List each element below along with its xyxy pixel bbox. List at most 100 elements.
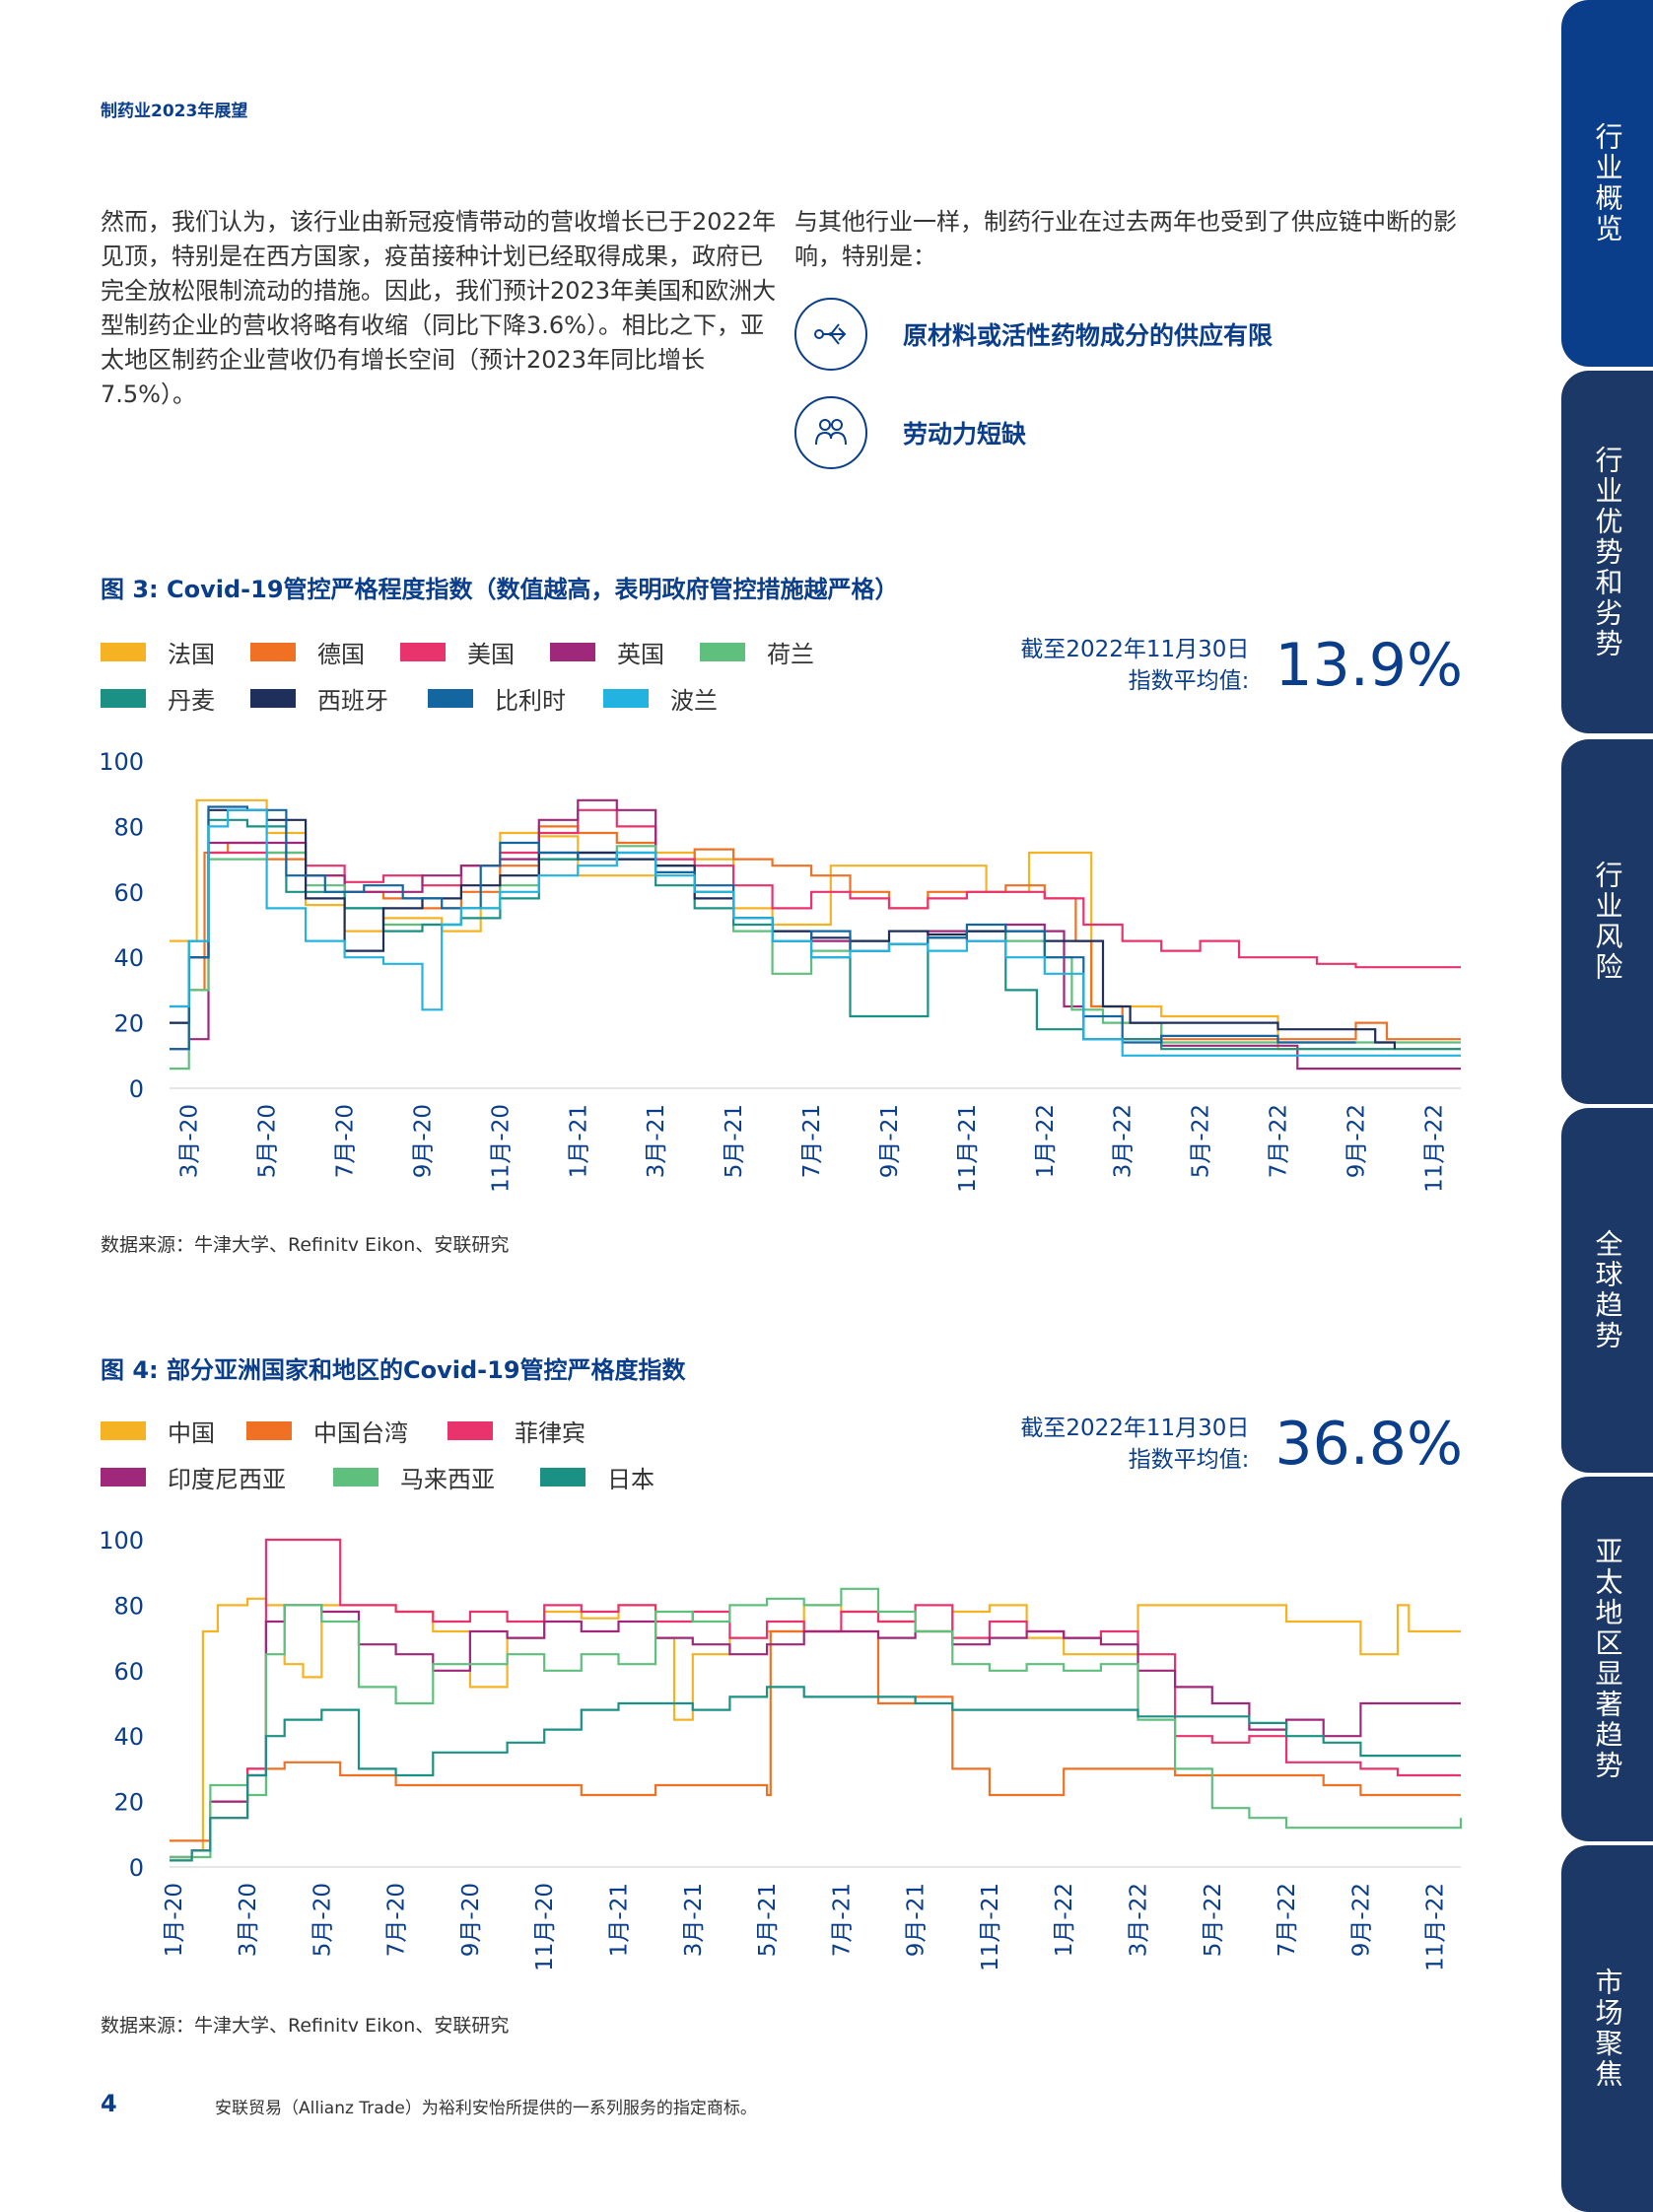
y-tick-label: 20 bbox=[113, 1789, 144, 1817]
x-tick-label: 5月-21 bbox=[755, 1883, 781, 1957]
legend-item: 荷兰 bbox=[700, 635, 814, 669]
x-tick-label: 5月-22 bbox=[1189, 1104, 1214, 1178]
legend-item: 菲律宾 bbox=[448, 1414, 585, 1448]
legend-item: 中国 bbox=[101, 1414, 215, 1448]
x-tick-label: 3月-20 bbox=[236, 1883, 261, 1957]
x-tick-label: 11月-21 bbox=[955, 1104, 981, 1193]
fig3-avg-date: 截至2022年11月30日 bbox=[1020, 637, 1250, 662]
series-line-8 bbox=[170, 808, 1461, 1057]
x-tick-label: 7月-22 bbox=[1267, 1104, 1292, 1178]
fig4-avg-date: 截至2022年11月30日 bbox=[1020, 1416, 1250, 1441]
x-tick-label: 9月-21 bbox=[904, 1883, 930, 1957]
x-tick-label: 1月-21 bbox=[606, 1883, 632, 1957]
sidebar-tab-strengths[interactable]: 行业优势和劣势 bbox=[1561, 371, 1653, 733]
y-tick-label: 40 bbox=[113, 1723, 144, 1751]
series-line-3 bbox=[170, 1604, 1461, 1859]
y-tick-label: 0 bbox=[129, 1075, 144, 1103]
fig3-avg-label: 指数平均值: bbox=[1128, 668, 1250, 694]
sidebar-tab-risks[interactable]: 行业风险 bbox=[1561, 739, 1653, 1104]
x-tick-label: 7月-21 bbox=[799, 1104, 825, 1178]
x-tick-label: 11月-21 bbox=[978, 1883, 1003, 1971]
x-tick-label: 9月-20 bbox=[410, 1104, 436, 1178]
page-number: 4 bbox=[101, 2090, 117, 2117]
x-tick-label: 5月-22 bbox=[1201, 1883, 1226, 1957]
y-tick-label: 80 bbox=[113, 1592, 144, 1620]
series-line-1 bbox=[170, 825, 1461, 1041]
people-icon bbox=[794, 396, 867, 469]
legend-item: 德国 bbox=[250, 635, 365, 669]
x-tick-label: 1月-22 bbox=[1052, 1883, 1077, 1957]
series-line-5 bbox=[170, 1686, 1461, 1862]
x-tick-label: 9月-20 bbox=[458, 1883, 484, 1957]
series-line-5 bbox=[170, 818, 1461, 1051]
x-tick-label: 11月-22 bbox=[1421, 1104, 1447, 1193]
x-tick-label: 3月-21 bbox=[644, 1104, 669, 1178]
x-tick-label: 1月-20 bbox=[162, 1883, 187, 1957]
bullet-labor: 劳动力短缺 bbox=[794, 396, 1026, 469]
legend-item: 印度尼西亚 bbox=[101, 1460, 286, 1494]
fig4-avg-value: 36.8% bbox=[1274, 1410, 1463, 1479]
y-tick-label: 0 bbox=[129, 1854, 144, 1882]
legend-item: 美国 bbox=[400, 635, 515, 669]
x-tick-label: 1月-21 bbox=[566, 1104, 591, 1178]
y-tick-label: 40 bbox=[113, 944, 144, 972]
legend-item: 波兰 bbox=[603, 681, 718, 716]
sidebar-tab-apac-trends[interactable]: 亚太地区显著趋势 bbox=[1561, 1477, 1653, 1841]
fig4-line-chart: 0 20 40 60 80 100 1月-20 3月-20 5月-20 7月-20 9月-20 11月… bbox=[99, 1527, 1463, 1971]
fig3-source: 数据来源：牛津大学、Refinitv Eikon、安联研究 bbox=[101, 1234, 510, 1256]
x-tick-label: 3月-22 bbox=[1127, 1883, 1152, 1957]
x-tick-label: 5月-21 bbox=[722, 1104, 747, 1178]
y-tick-label: 100 bbox=[99, 1527, 144, 1555]
fig3-title: 图 3: Covid-19管控严格程度指数（数值越高，表明政府管控措施越严格） bbox=[101, 576, 899, 603]
y-tick-label: 60 bbox=[113, 1658, 144, 1686]
legend-item: 马来西亚 bbox=[333, 1460, 495, 1494]
legend-item: 英国 bbox=[550, 635, 664, 669]
series-line-3 bbox=[170, 798, 1461, 1071]
x-tick-label: 11月-22 bbox=[1423, 1883, 1449, 1971]
series-line-6 bbox=[170, 808, 1396, 1050]
footer-trademark: 安联贸易（Allianz Trade）为裕利安怡所提供的一系列服务的指定商标。 bbox=[215, 2099, 757, 2118]
fig4-title: 图 4: 部分亚洲国家和地区的Covid-19管控严格度指数 bbox=[101, 1356, 686, 1384]
series-line-7 bbox=[170, 805, 1356, 1051]
fig3-average: 截至2022年11月30日指数平均值: 13.9% bbox=[1020, 631, 1463, 700]
y-tick-label: 20 bbox=[113, 1010, 144, 1038]
x-tick-label: 9月-22 bbox=[1343, 1104, 1369, 1178]
series-line-2 bbox=[170, 1538, 1461, 1859]
y-tick-label: 100 bbox=[99, 748, 144, 776]
series-line-2 bbox=[170, 808, 1461, 1051]
x-tick-label: 5月-20 bbox=[310, 1883, 335, 1957]
intro-paragraph-right: 与其他行业一样，制药行业在过去两年也受到了供应链中断的影响，特别是： bbox=[794, 208, 1457, 270]
fig3-avg-value: 13.9% bbox=[1274, 631, 1463, 700]
fig4-avg-label: 指数平均值: bbox=[1128, 1447, 1250, 1473]
legend-item: 比利时 bbox=[428, 681, 566, 716]
legend-item: 中国台湾 bbox=[246, 1414, 408, 1448]
legend-item: 日本 bbox=[540, 1460, 654, 1494]
x-tick-label: 7月-20 bbox=[384, 1883, 410, 1957]
sidebar-tab-market-focus[interactable]: 市场聚焦 bbox=[1561, 1845, 1653, 2212]
series-line-4 bbox=[170, 1587, 1463, 1859]
series-line-1 bbox=[170, 1629, 1461, 1842]
share-icon bbox=[794, 298, 867, 371]
bullet-supply-text: 原材料或活性药物成分的供应有限 bbox=[903, 321, 1274, 350]
x-tick-label: 11月-20 bbox=[488, 1104, 514, 1193]
intro-paragraph-left: 然而，我们认为，该行业由新冠疫情带动的营收增长已于2022年见顶，特别是在西方国… bbox=[101, 208, 777, 408]
fig4-average: 截至2022年11月30日指数平均值: 36.8% bbox=[1020, 1410, 1463, 1479]
sidebar-tab-global-trends[interactable]: 全球趋势 bbox=[1561, 1108, 1653, 1473]
legend-item: 西班牙 bbox=[250, 681, 388, 716]
x-tick-label: 7月-22 bbox=[1274, 1883, 1300, 1957]
x-tick-label: 9月-21 bbox=[877, 1104, 903, 1178]
x-tick-label: 9月-22 bbox=[1348, 1883, 1374, 1957]
series-line-0 bbox=[170, 798, 1461, 1051]
bullet-supply: 原材料或活性药物成分的供应有限 bbox=[794, 298, 1273, 371]
x-tick-label: 3月-22 bbox=[1111, 1104, 1136, 1178]
x-tick-label: 3月-21 bbox=[681, 1883, 707, 1957]
fig3-line-chart: 0 20 40 60 80 100 3月-20 5月-20 7月-20 9月-20 11月-20 1月… bbox=[99, 748, 1461, 1193]
x-tick-label: 11月-20 bbox=[532, 1883, 558, 1971]
sidebar-tab-overview[interactable]: 行业概览 bbox=[1561, 0, 1653, 367]
y-tick-label: 80 bbox=[113, 813, 144, 841]
legend-item: 法国 bbox=[101, 635, 215, 669]
bullet-labor-text: 劳动力短缺 bbox=[903, 420, 1027, 449]
x-tick-label: 7月-20 bbox=[333, 1104, 359, 1178]
x-tick-label: 1月-22 bbox=[1033, 1104, 1059, 1178]
x-tick-label: 7月-21 bbox=[829, 1883, 855, 1957]
